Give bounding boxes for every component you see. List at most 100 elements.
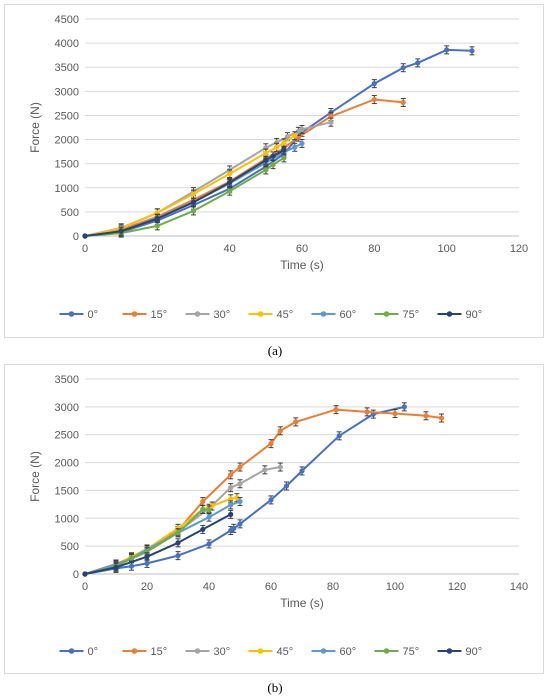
y-tick-label: 1500 bbox=[55, 485, 79, 497]
series-line-90deg bbox=[84, 513, 232, 575]
legend-label: 15° bbox=[151, 309, 168, 321]
y-tick-label: 3000 bbox=[55, 402, 79, 414]
data-point bbox=[227, 179, 233, 186]
legend-marker bbox=[383, 648, 390, 654]
data-point bbox=[299, 140, 305, 147]
series-0deg bbox=[82, 402, 407, 577]
data-point bbox=[227, 171, 233, 177]
legend-marker bbox=[194, 648, 201, 654]
data-point bbox=[270, 162, 276, 168]
y-tick-label: 3000 bbox=[55, 86, 79, 98]
x-tick-label: 140 bbox=[510, 581, 528, 593]
data-point bbox=[209, 503, 215, 509]
y-tick-label: 4500 bbox=[55, 14, 79, 26]
legend-marker bbox=[257, 648, 264, 654]
data-point bbox=[128, 563, 135, 569]
data-point bbox=[270, 153, 276, 159]
data-point bbox=[281, 155, 287, 161]
legend-item-0deg: 0° bbox=[59, 646, 98, 658]
x-tick-label: 80 bbox=[368, 243, 380, 255]
series-45deg bbox=[82, 493, 240, 577]
data-point bbox=[415, 60, 421, 66]
y-axis-title: Force (N) bbox=[28, 102, 42, 153]
data-point bbox=[469, 48, 475, 54]
legend-label: 30° bbox=[214, 646, 231, 658]
data-point bbox=[423, 413, 429, 419]
y-tick-label: 3500 bbox=[55, 374, 79, 386]
data-point bbox=[364, 409, 370, 415]
series-30deg bbox=[82, 462, 283, 577]
legend-label: 30° bbox=[214, 309, 231, 321]
data-point bbox=[263, 157, 269, 163]
caption-b: (b) bbox=[267, 680, 283, 695]
y-tick-label: 2000 bbox=[55, 135, 79, 147]
data-point bbox=[200, 506, 206, 512]
y-tick-label: 1000 bbox=[55, 183, 79, 195]
legend-item-75deg: 75° bbox=[374, 309, 419, 321]
data-point bbox=[284, 134, 291, 140]
data-point bbox=[283, 483, 290, 489]
data-point bbox=[227, 188, 233, 194]
data-point bbox=[237, 481, 243, 487]
x-tick-label: 100 bbox=[437, 243, 455, 255]
legend-marker bbox=[131, 311, 138, 317]
x-tick-label: 60 bbox=[296, 243, 308, 255]
legend-label: 90° bbox=[466, 646, 483, 658]
legend-item-90deg: 90° bbox=[437, 309, 482, 321]
legend-item-15deg: 15° bbox=[122, 646, 168, 658]
x-tick-label: 120 bbox=[448, 581, 466, 593]
legend-label: 0° bbox=[88, 309, 99, 321]
data-point bbox=[118, 228, 124, 234]
legend-marker bbox=[446, 648, 453, 654]
data-point bbox=[154, 223, 160, 229]
data-point bbox=[263, 150, 269, 156]
data-point bbox=[200, 526, 206, 533]
data-point bbox=[268, 497, 274, 503]
series-line-45deg bbox=[84, 134, 296, 237]
data-point bbox=[237, 498, 243, 505]
data-point bbox=[175, 553, 181, 559]
data-point bbox=[277, 464, 283, 470]
chart-a: 0 500 1000 1500 2000 2500 3000 3500 4000 4500 0 20 4… bbox=[28, 14, 528, 321]
data-point bbox=[371, 96, 377, 103]
data-point bbox=[371, 81, 377, 87]
legend-marker bbox=[446, 311, 453, 317]
series-line-90deg bbox=[84, 149, 285, 237]
y-tick-label: 4000 bbox=[55, 38, 79, 50]
data-point bbox=[206, 541, 212, 547]
legend-label: 15° bbox=[151, 646, 168, 658]
data-point bbox=[299, 126, 305, 133]
y-tick-label: 2500 bbox=[55, 110, 79, 122]
legend-label: 60° bbox=[340, 309, 357, 321]
legend-item-60deg: 60° bbox=[311, 646, 356, 658]
y-tick-label: 500 bbox=[61, 541, 79, 553]
legend-marker bbox=[131, 648, 138, 654]
data-point bbox=[392, 410, 398, 417]
data-point bbox=[263, 167, 269, 173]
data-point bbox=[175, 530, 181, 536]
y-tick-label: 0 bbox=[73, 231, 79, 243]
x-tick-label: 0 bbox=[82, 243, 88, 255]
data-point bbox=[401, 404, 407, 410]
y-tick-label: 3500 bbox=[55, 62, 79, 74]
x-tick-label: 40 bbox=[203, 581, 215, 593]
data-point bbox=[144, 560, 150, 567]
data-point bbox=[228, 485, 234, 491]
data-point bbox=[144, 554, 150, 560]
series-15deg bbox=[82, 95, 406, 239]
legend-label: 45° bbox=[277, 309, 294, 321]
data-point bbox=[200, 498, 206, 505]
y-tick-label: 500 bbox=[61, 207, 79, 219]
data-point bbox=[292, 133, 298, 139]
x-tick-label: 120 bbox=[510, 243, 528, 255]
data-point bbox=[154, 216, 160, 222]
data-point bbox=[292, 144, 298, 150]
data-point bbox=[333, 407, 339, 413]
data-point bbox=[228, 472, 234, 478]
data-point bbox=[206, 507, 212, 513]
data-point bbox=[190, 199, 197, 205]
legend-item-45deg: 45° bbox=[248, 646, 293, 658]
series-90deg bbox=[82, 509, 234, 577]
y-tick-label: 2500 bbox=[55, 430, 79, 442]
legend-item-90deg: 90° bbox=[437, 646, 483, 658]
